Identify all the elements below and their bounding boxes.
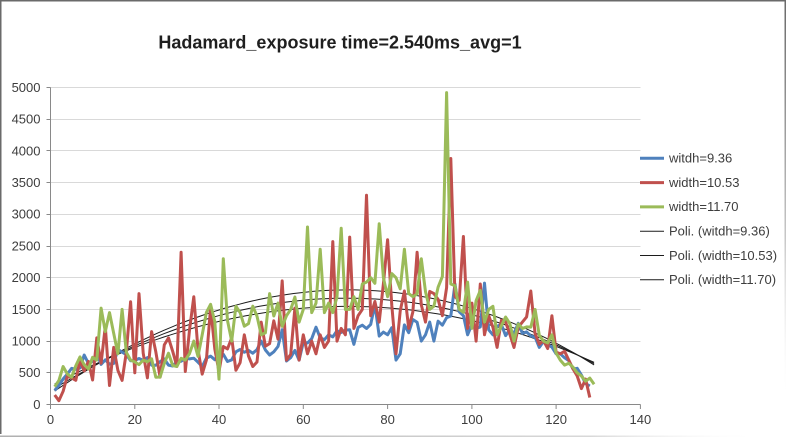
svg-text:500: 500	[19, 365, 41, 380]
svg-text:width=10.53: width=10.53	[668, 175, 739, 190]
svg-text:20: 20	[128, 412, 142, 427]
svg-text:Hadamard_exposure time=2.540ms: Hadamard_exposure time=2.540ms_avg=1	[158, 33, 521, 53]
svg-text:1000: 1000	[12, 334, 41, 349]
svg-text:0: 0	[33, 397, 40, 412]
svg-text:4500: 4500	[12, 112, 41, 127]
svg-text:2500: 2500	[12, 238, 41, 253]
svg-text:3000: 3000	[12, 207, 41, 222]
svg-text:140: 140	[630, 412, 652, 427]
svg-text:4000: 4000	[12, 143, 41, 158]
svg-text:40: 40	[212, 412, 226, 427]
svg-text:Poli. (width=10.53): Poli. (width=10.53)	[669, 248, 777, 263]
svg-text:120: 120	[545, 412, 567, 427]
svg-text:0: 0	[47, 412, 54, 427]
svg-text:Poli. (width=11.70): Poli. (width=11.70)	[669, 272, 776, 287]
svg-text:60: 60	[296, 412, 310, 427]
svg-text:80: 80	[380, 412, 394, 427]
svg-text:5000: 5000	[12, 80, 41, 95]
svg-text:3500: 3500	[12, 175, 41, 190]
svg-text:100: 100	[461, 412, 483, 427]
svg-text:Poli. (witdh=9.36): Poli. (witdh=9.36)	[669, 224, 770, 239]
svg-text:width=11.70: width=11.70	[668, 199, 739, 214]
svg-text:witdh=9.36: witdh=9.36	[668, 151, 732, 166]
svg-text:1500: 1500	[12, 302, 41, 317]
svg-text:2000: 2000	[12, 270, 41, 285]
